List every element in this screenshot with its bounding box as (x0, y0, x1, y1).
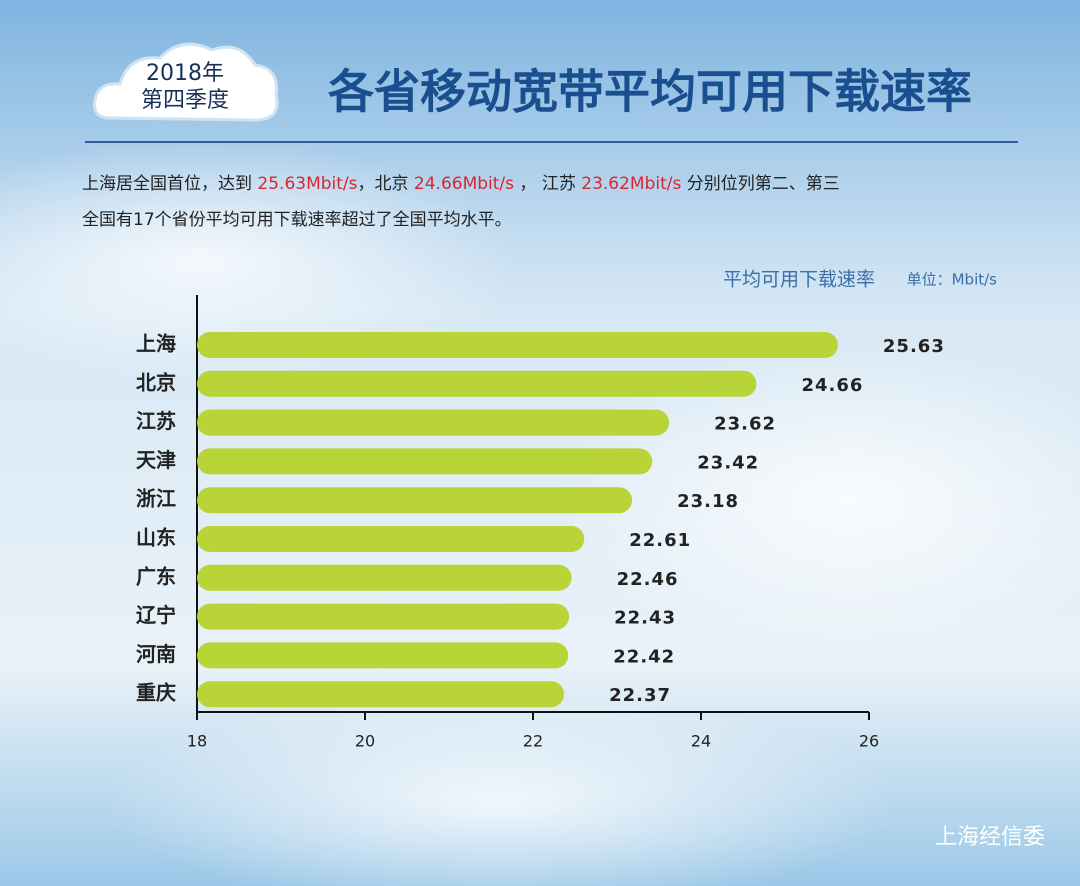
highlight: 24.66Mbit/s (414, 174, 514, 194)
bar (197, 448, 653, 475)
axis-title: 平均可用下载速率 (723, 269, 875, 291)
bar (197, 409, 670, 436)
chart: 平均可用下载速率 单位：Mbit/s 18 20 22 24 26 上海 25.63 北京 24… (136, 269, 997, 751)
summary-line: 全国有17个省份平均可用下载速率超过了全国平均水平。 (82, 210, 512, 230)
cloud (550, 340, 1080, 660)
value-label: 23.18 (677, 491, 739, 512)
bar (197, 603, 570, 630)
title: 各省移动宽带平均可用下载速率 (328, 65, 972, 119)
summary-text: ， 江苏 (514, 174, 581, 194)
category-label: 江苏 (136, 409, 176, 433)
value-label: 22.46 (617, 569, 679, 590)
cloud (0, 140, 520, 380)
summary-text: ，北京 (358, 174, 414, 194)
badge-quarter: 第四季度 (141, 88, 229, 113)
unit-label: 单位：Mbit/s (907, 271, 998, 289)
x-tick-label: 26 (859, 732, 879, 751)
summary-line: 上海居全国首位，达到 25.63Mbit/s，北京 24.66Mbit/s ， … (82, 174, 840, 194)
highlight: 23.62Mbit/s (581, 174, 681, 194)
category-label: 重庆 (136, 681, 176, 705)
badge-cloud (93, 42, 279, 122)
badge-year: 2018年 (146, 61, 224, 86)
summary-text: 上海居全国首位，达到 (82, 174, 257, 194)
category-label: 浙江 (136, 487, 176, 511)
bar (197, 526, 585, 552)
x-tick-label: 24 (691, 732, 711, 751)
value-label: 25.63 (883, 336, 945, 357)
cloud (100, 690, 900, 886)
summary-text: 分别位列第二、第三 (681, 174, 839, 194)
category-label: 山东 (136, 526, 176, 550)
footer: 上海经信委 (935, 825, 1045, 850)
category-label: 河南 (136, 642, 176, 666)
x-tick-label: 22 (523, 732, 543, 751)
value-label: 22.37 (609, 685, 671, 706)
category-label: 辽宁 (136, 603, 176, 627)
value-label: 22.61 (629, 530, 691, 551)
bar (197, 370, 757, 397)
highlight: 25.63Mbit/s (257, 174, 357, 194)
x-tick-label: 18 (187, 732, 207, 751)
bar (197, 564, 572, 591)
category-label: 上海 (136, 332, 176, 356)
bar (197, 681, 565, 708)
x-tick-label: 20 (355, 732, 375, 751)
bar (197, 642, 569, 669)
value-label: 23.42 (697, 452, 759, 473)
badge: 2018年 第四季度 (93, 42, 279, 122)
category-label: 天津 (136, 448, 176, 472)
summary-text: 全国有17个省份平均可用下载速率超过了全国平均水平。 (82, 210, 512, 230)
summary: 上海居全国首位，达到 25.63Mbit/s，北京 24.66Mbit/s ， … (82, 174, 840, 230)
bar (197, 332, 838, 358)
value-label: 24.66 (801, 375, 863, 396)
category-label: 北京 (136, 370, 176, 394)
category-label: 广东 (136, 564, 176, 588)
value-label: 22.42 (613, 646, 675, 667)
bar (197, 487, 633, 514)
value-label: 23.62 (714, 414, 776, 435)
value-label: 22.43 (614, 608, 676, 629)
